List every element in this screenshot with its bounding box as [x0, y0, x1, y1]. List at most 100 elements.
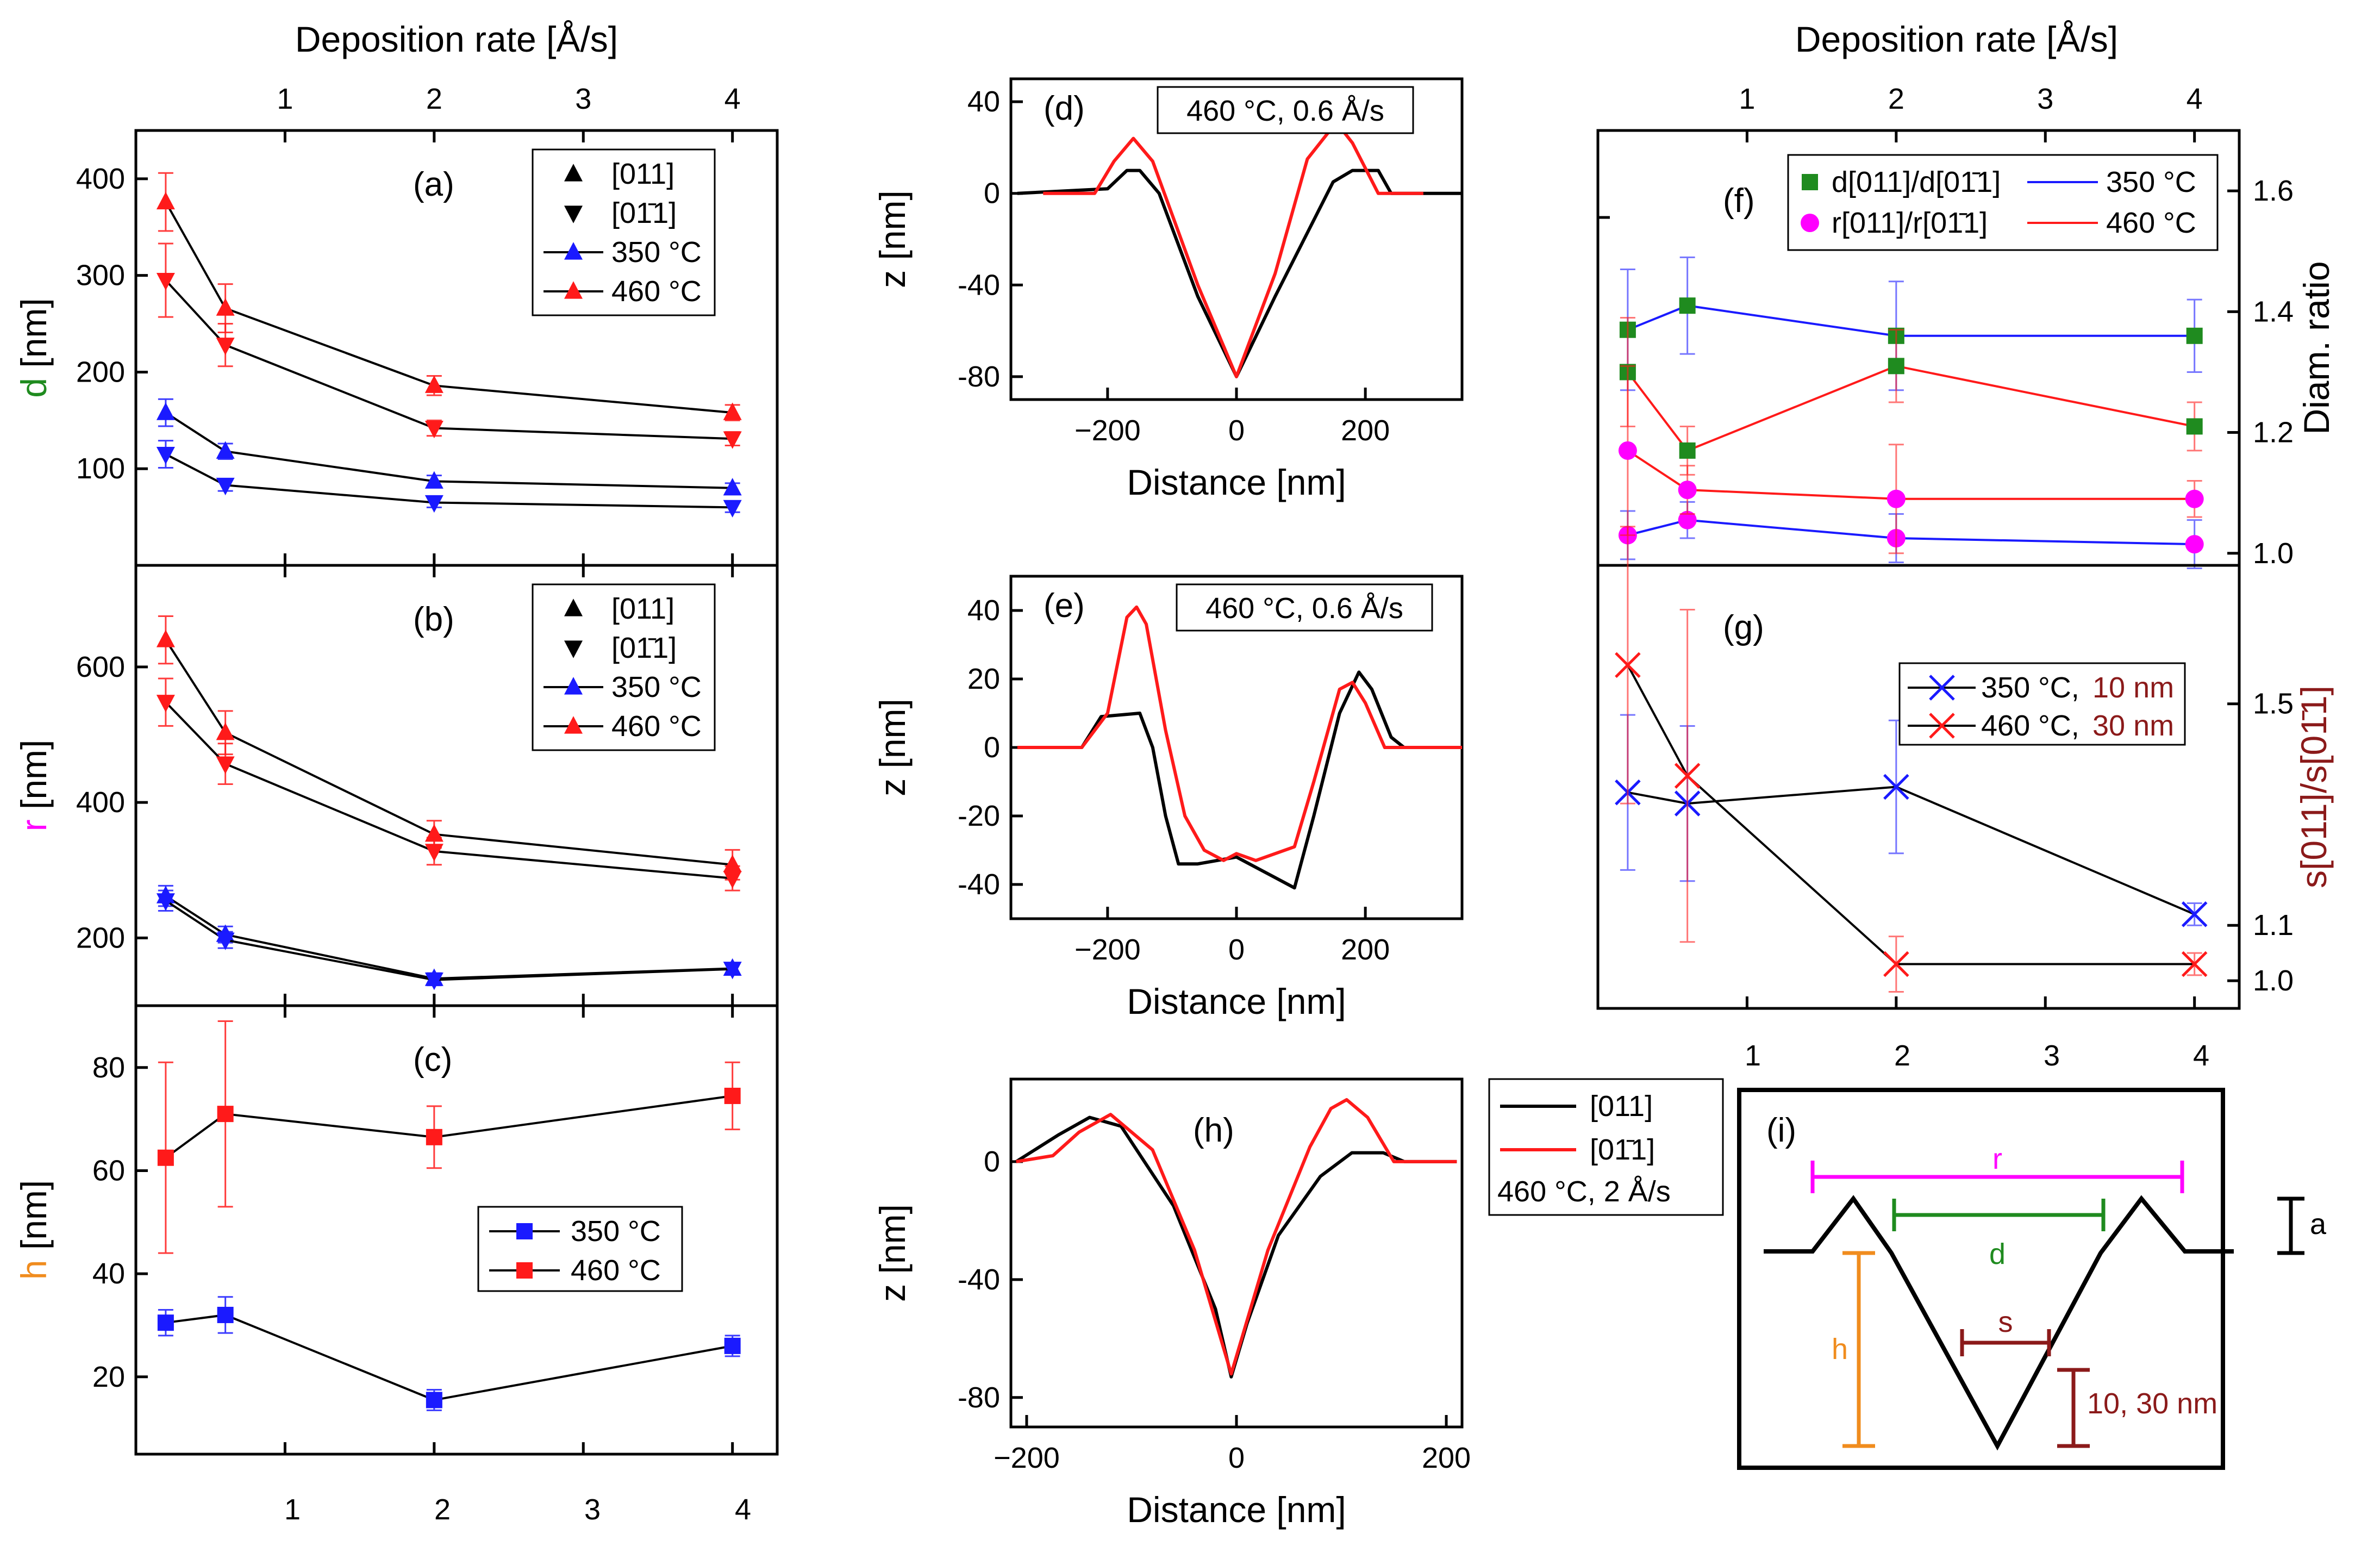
legend-label: [011]: [1590, 1090, 1653, 1123]
legend-marker: [516, 1223, 533, 1239]
top-tick-label: 2: [426, 83, 442, 115]
panel-a: 100 200 300 400 (a) [011] [01̄1] 350 °C 460 °C d …: [14, 129, 779, 567]
schematic-depth-label: 10, 30 nm: [2087, 1387, 2217, 1420]
data-point: [156, 695, 175, 713]
y-tick-label: 400: [76, 786, 125, 819]
data-point: [217, 1106, 234, 1123]
panel-d: -80 -40 0 40 −200 0 200 (d) 460 °C, 0.6 Å/s Dista…: [872, 77, 1464, 502]
legend-label: [011]: [611, 593, 674, 625]
annotation-text: 460 °C, 0.6 Å/s: [1186, 95, 1384, 127]
data-point: [216, 756, 235, 774]
y-tick-label: 40: [967, 85, 1000, 118]
x-tick-label: 200: [1341, 414, 1390, 447]
series-b-0-line: [165, 895, 733, 980]
series-line: [1627, 786, 2195, 915]
legend-label: 350 °C: [611, 236, 702, 269]
data-point: [424, 420, 443, 439]
schematic-h-label: h: [1832, 1333, 1848, 1366]
legend-label-depth: 30 nm: [2092, 709, 2174, 742]
series-g-0: [1615, 714, 2208, 927]
legend-label: 460 °C: [611, 710, 702, 743]
legend-marker: [564, 677, 583, 695]
data-point: [424, 844, 443, 862]
legend-label: 460 °C, 2 Å/s: [1497, 1175, 1671, 1208]
panel-label: (g): [1723, 609, 1764, 646]
schematic-a-label: a: [2310, 1208, 2327, 1241]
series-b-3: [156, 677, 742, 892]
y-tick-label: 0: [984, 1145, 1000, 1178]
legend-marker: [1929, 713, 1955, 739]
panel-label: (b): [413, 601, 454, 638]
data-point: [216, 477, 235, 496]
schematic-h-marker: [1842, 1251, 1875, 1448]
legend-label: 350 °C,: [1981, 671, 2079, 704]
legend-label: 460 °C,: [1981, 709, 2079, 742]
data-point: [1678, 510, 1697, 529]
legend-marker: [564, 205, 583, 223]
schematic-panel-i: (i) r d h s 10, 30 n: [1737, 1088, 2327, 1470]
legend-marker: [564, 164, 583, 182]
data-point: [723, 478, 742, 496]
data-point: [1679, 442, 1696, 459]
panel-c-y-label: h [nm]: [14, 1180, 54, 1280]
series-g-1: [1615, 526, 2208, 993]
panel-f-legend: d[011]/d[01̄1] 350 °C r[011]/r[01̄1] 460 °C: [1787, 154, 2219, 251]
top-axis-ticks-left: 1 2 3 4: [277, 83, 740, 115]
data-point: [2181, 951, 2208, 977]
panel-c-bottom-ticks: 1 2 3 4: [284, 1493, 751, 1526]
series-line: [1627, 365, 2195, 452]
svg-text:1: 1: [1745, 1039, 1761, 1072]
y-tick-label: -40: [958, 1263, 1000, 1296]
panel-f-y-ticks: 1.0 1.2 1.4 1.6: [2227, 174, 2294, 570]
legend-label: 460 °C: [611, 275, 702, 308]
panel-g-y-label: s[011]/s[01̄1]: [2294, 685, 2334, 888]
legend-marker: [516, 1262, 533, 1279]
panel-h-x-ticks: −200 0 200: [994, 1415, 1471, 1474]
panel-h-y-ticks: -80 -40 0: [958, 1145, 1023, 1414]
series-a-0-line: [165, 412, 733, 489]
data-point: [426, 1392, 442, 1408]
data-point: [424, 495, 443, 513]
data-point: [216, 722, 235, 740]
panel-a-y-label: d [nm]: [14, 298, 54, 397]
data-point: [724, 1087, 741, 1104]
legend-label: [01̄1]: [611, 632, 677, 664]
y-tick-label: 40: [967, 594, 1000, 627]
data-point: [724, 1337, 741, 1354]
legend-frame: [532, 148, 716, 316]
series-f-3: [1618, 365, 2204, 554]
panel-label: (f): [1723, 182, 1755, 220]
legend-marker: [1929, 675, 1955, 701]
svg-text:3: 3: [584, 1493, 601, 1526]
data-point: [1883, 774, 1909, 800]
data-point: [156, 191, 175, 210]
legend-marker: [564, 640, 583, 658]
data-point: [2186, 327, 2203, 344]
panel-d-y-ticks: -80 -40 0 40: [958, 85, 1023, 393]
top-tick-label: 4: [2187, 83, 2203, 115]
x-tick-label: 0: [1228, 933, 1245, 966]
profile-d-red: [1043, 121, 1423, 378]
series-f-0: [1619, 256, 2203, 391]
panel-d-y-label: z [nm]: [872, 190, 913, 288]
schematic-depth-marker: [2057, 1368, 2090, 1448]
y-tick-label: 80: [92, 1051, 125, 1084]
y-tick-label: 60: [92, 1154, 125, 1187]
series-a-2: [156, 172, 742, 421]
legend-label: 460 °C: [571, 1254, 661, 1287]
top-axis-ticks-right: 1 2 3 4: [1739, 83, 2202, 115]
series-a-2-line: [165, 201, 733, 414]
panel-h: -80 -40 0 −200 0 200 (h) Distance [nm] z [nm] [01…: [872, 1077, 1724, 1530]
data-point: [2186, 418, 2203, 435]
x-tick-label: 200: [1341, 933, 1390, 966]
schematic-profile: [1764, 1195, 2234, 1451]
schematic-frame: [1737, 1088, 2225, 1470]
data-point: [723, 431, 742, 449]
schematic-panel-label: (i): [1766, 1112, 1796, 1149]
panel-c: 20 40 60 80 (c) 350 °C 460 °C h [nm]: [14, 1004, 779, 1456]
data-point: [1679, 297, 1696, 314]
y-tick-label: 100: [76, 452, 125, 485]
data-point: [156, 893, 175, 911]
panel-c-x-ticks: [283, 1006, 734, 1454]
data-point: [217, 1306, 234, 1323]
